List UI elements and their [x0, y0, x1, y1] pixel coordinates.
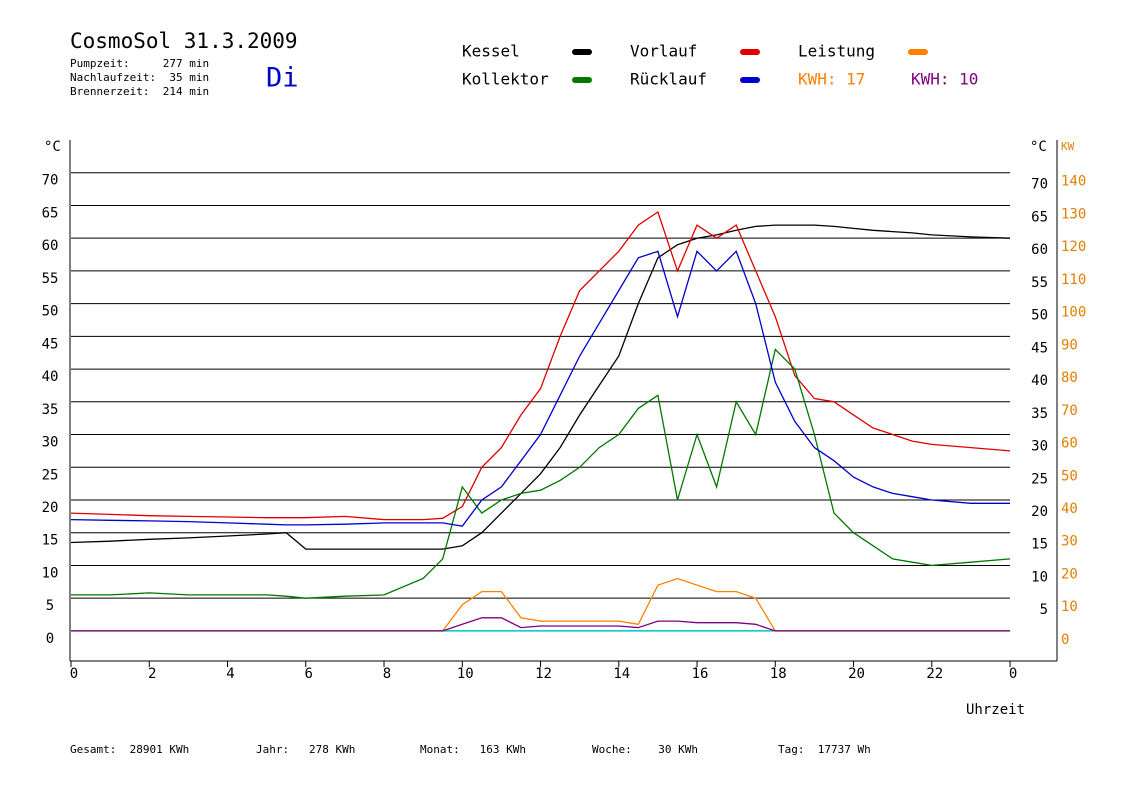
y-right-tick-label: 45: [1031, 340, 1048, 356]
y-right-tick-label: 55: [1031, 275, 1048, 291]
y-tick-label: 20: [42, 500, 59, 516]
kwh-label: KWH: 10: [911, 70, 978, 89]
legend-label: Kessel: [462, 42, 520, 61]
y2-tick-label: 0: [1061, 632, 1069, 648]
y2-tick-label: 90: [1061, 337, 1078, 353]
x-tick-label: 6: [305, 666, 313, 682]
x-tick-label: 18: [770, 666, 787, 682]
y-tick-label: 65: [42, 205, 59, 221]
y-tick-label: 45: [42, 336, 59, 352]
legend-label: Leistung: [798, 42, 875, 61]
x-tick-label: 0: [70, 666, 78, 682]
y-right-tick-label: 20: [1031, 504, 1048, 520]
y2-tick-label: 110: [1061, 272, 1086, 288]
series-line: [70, 210, 1011, 521]
y2-tick-label: 60: [1061, 436, 1078, 452]
y-tick-label: 25: [42, 467, 59, 483]
y-tick-label: 55: [42, 271, 59, 287]
info-line: Pumpzeit: 277 min: [70, 57, 209, 70]
y-tick-label: 60: [42, 238, 59, 254]
y2-tick-label: 100: [1061, 305, 1086, 321]
y-tick-label: 40: [42, 369, 59, 385]
y2-tick-label: 20: [1061, 566, 1078, 582]
series-line: [70, 224, 1011, 550]
y2-tick-label: 80: [1061, 370, 1078, 386]
y-tick-label: 50: [42, 304, 59, 320]
total: Gesamt: 28901 KWh: [70, 743, 189, 756]
y-right-tick-label: 10: [1031, 569, 1048, 585]
y-right-tick-label: 60: [1031, 242, 1048, 258]
total: Tag: 17737 Wh: [778, 743, 871, 756]
y-tick-label: 0: [46, 631, 54, 647]
y-right-tick-label: 15: [1031, 537, 1048, 553]
series-line: [71, 617, 1010, 632]
x-tick-label: 16: [692, 666, 709, 682]
y2-tick-label: 130: [1061, 206, 1086, 222]
series-line: [70, 250, 1010, 527]
y2-tick-label: 30: [1061, 534, 1078, 550]
y-right-tick-label: 70: [1031, 177, 1048, 193]
total: Jahr: 278 KWh: [256, 743, 355, 756]
y2-tick-label: 40: [1061, 501, 1078, 517]
x-tick-label: 2: [148, 666, 156, 682]
series-line: [71, 348, 1011, 599]
y-tick-label: 5: [46, 598, 54, 614]
y-right-tick-label: 40: [1031, 373, 1048, 389]
x-tick-label: 14: [613, 666, 630, 682]
y2-axis-label: KW: [1061, 140, 1075, 153]
y-right-tick-label: 35: [1031, 406, 1048, 422]
total: Woche: 30 KWh: [592, 743, 698, 756]
x-tick-label: 4: [226, 666, 234, 682]
y-right-tick-label: 25: [1031, 471, 1048, 487]
y-tick-label: 30: [42, 435, 59, 451]
x-tick-label: 20: [848, 666, 865, 682]
info-line: Nachlaufzeit: 35 min: [70, 71, 209, 84]
info-line: Brennerzeit: 214 min: [70, 85, 209, 98]
legend-label: Rücklauf: [630, 70, 707, 89]
series-line: [71, 577, 1010, 632]
kwh-label: KWH: 17: [798, 70, 865, 89]
x-tick-label: 12: [535, 666, 552, 682]
weekday: Di: [266, 63, 299, 94]
y2-tick-label: 140: [1061, 174, 1086, 190]
x-tick-label: 0: [1009, 666, 1017, 682]
x-tick-label: 22: [926, 666, 943, 682]
y2-tick-label: 50: [1061, 468, 1078, 484]
x-tick-label: 10: [457, 666, 474, 682]
total: Monat: 163 KWh: [420, 743, 526, 756]
y-tick-label: 70: [42, 173, 59, 189]
y-tick-label: 10: [42, 565, 59, 581]
y-tick-label: 35: [42, 402, 59, 418]
legend-label: Vorlauf: [630, 42, 697, 61]
chart-title: CosmoSol 31.3.2009: [70, 29, 298, 53]
y2-tick-label: 120: [1061, 239, 1086, 255]
y-axis-label: °C: [44, 139, 61, 155]
y2-tick-label: 10: [1061, 599, 1078, 615]
y2-axis-label-celsius: °C: [1030, 139, 1047, 155]
x-tick-label: 8: [383, 666, 391, 682]
y-right-tick-label: 5: [1040, 602, 1048, 618]
y-right-tick-label: 30: [1031, 439, 1048, 455]
y-right-tick-label: 50: [1031, 308, 1048, 324]
y-tick-label: 15: [42, 533, 59, 549]
legend-label: Kollektor: [462, 70, 549, 89]
x-axis-label: Uhrzeit: [966, 702, 1025, 718]
y-right-tick-label: 65: [1031, 209, 1048, 225]
y2-tick-label: 70: [1061, 403, 1078, 419]
